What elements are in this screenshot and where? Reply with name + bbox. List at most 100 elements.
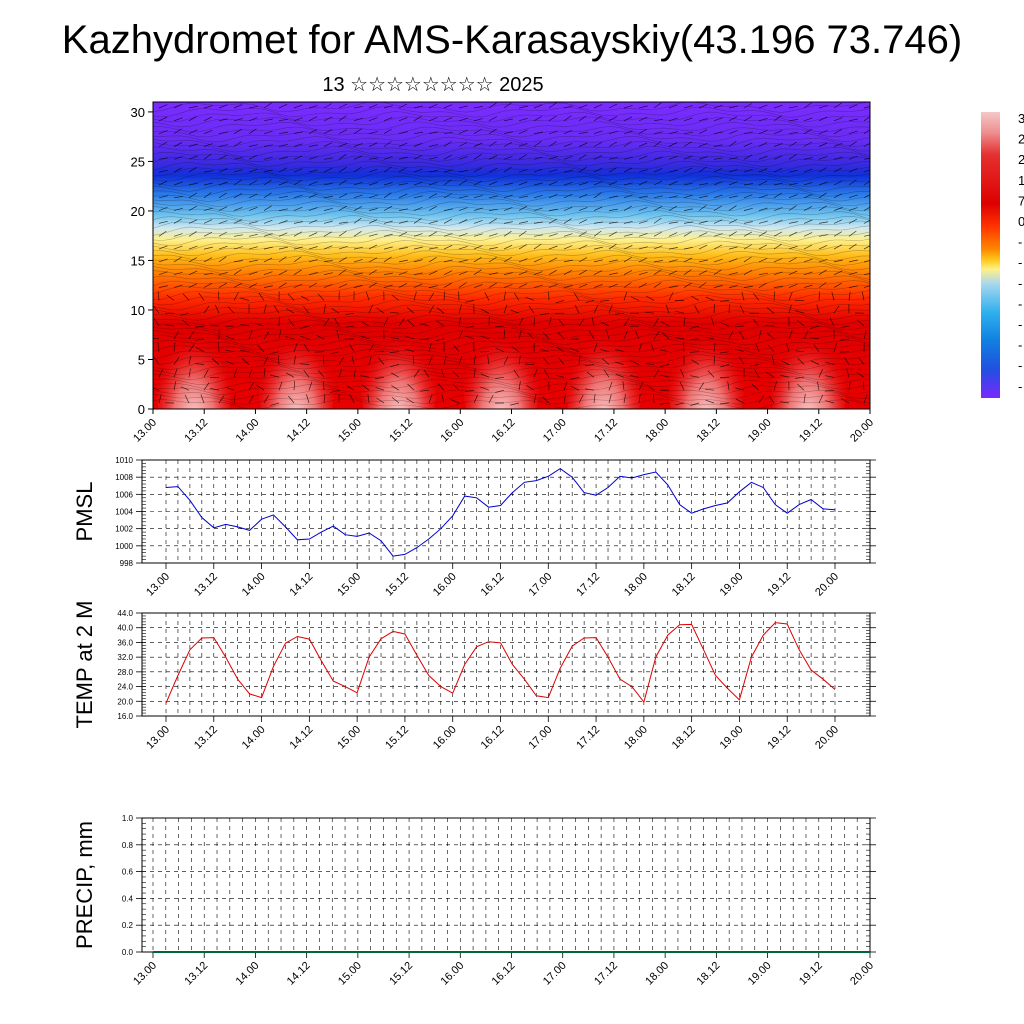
wind-vector <box>653 393 655 404</box>
wind-vector <box>413 218 422 224</box>
wind-vector <box>764 324 775 327</box>
wind-vector <box>848 168 858 173</box>
wind-vector <box>646 384 655 391</box>
wind-vector <box>173 256 182 263</box>
wind-vector <box>278 118 288 122</box>
wind-vector <box>241 358 250 365</box>
wind-vector <box>766 372 775 378</box>
wind-vector <box>803 102 812 109</box>
wind-vector <box>518 230 527 237</box>
wind-vector <box>766 307 775 314</box>
wind-vector <box>711 317 715 327</box>
wind-vector <box>158 394 162 404</box>
wind-vector <box>608 243 617 250</box>
wind-vector <box>773 285 783 288</box>
wind-vector <box>578 283 588 288</box>
wind-vector <box>203 143 213 147</box>
wind-vector <box>690 325 700 329</box>
wind-vector <box>398 131 408 135</box>
wind-vector <box>323 157 333 160</box>
wind-vector <box>679 381 685 391</box>
wind-vector <box>203 153 212 160</box>
wind-vector <box>863 180 870 186</box>
wind-vector <box>188 167 197 173</box>
wind-vector <box>173 142 183 147</box>
wind-vector <box>338 142 348 147</box>
wind-vector <box>233 234 243 237</box>
wind-vector <box>323 231 332 237</box>
wind-vector <box>428 292 435 301</box>
x-tick-label: 18.12 <box>670 571 698 599</box>
wind-vector <box>413 181 423 186</box>
wind-vector <box>443 154 453 160</box>
contour-line <box>153 373 870 385</box>
wind-vector <box>278 220 288 224</box>
wind-vector <box>713 104 723 109</box>
wind-vector <box>698 156 708 160</box>
wind-vector <box>413 272 423 276</box>
wind-vector <box>453 344 460 352</box>
wind-vector <box>608 103 618 109</box>
wind-vector <box>743 269 752 276</box>
wind-vector <box>578 207 588 211</box>
wind-vector <box>803 128 812 135</box>
wind-vector <box>773 168 783 173</box>
plot-frame <box>141 817 871 953</box>
contour-line <box>153 353 870 366</box>
wind-vector <box>322 355 325 365</box>
wind-vector <box>188 344 195 352</box>
wind-vector <box>563 245 573 250</box>
wind-vector <box>773 104 783 109</box>
wind-vector <box>248 283 258 288</box>
wind-vector <box>518 355 521 365</box>
wind-vector <box>743 183 753 186</box>
wind-vector <box>158 230 167 237</box>
wind-vector <box>428 144 438 147</box>
wind-vector <box>603 369 610 378</box>
wind-vector <box>158 258 168 263</box>
wind-vector <box>863 116 870 122</box>
wind-vector <box>203 272 213 276</box>
wind-vector <box>863 142 870 147</box>
wind-vector <box>623 291 628 301</box>
wind-vector <box>833 231 842 237</box>
wind-vector <box>758 180 768 186</box>
wind-vector <box>323 167 333 173</box>
wind-vector <box>728 285 738 288</box>
wind-vector <box>863 206 870 211</box>
wind-vector <box>728 116 738 122</box>
wind-vector <box>407 319 415 327</box>
wind-vector <box>728 272 738 276</box>
contour-line <box>153 378 870 390</box>
y-tick-label: 1010 <box>115 456 133 465</box>
wind-vector <box>218 220 228 224</box>
wind-vector <box>361 384 370 391</box>
wind-vector <box>225 335 235 340</box>
wind-vector <box>211 358 220 365</box>
wind-vector <box>315 334 325 340</box>
wind-vector <box>293 131 303 135</box>
wind-vector <box>623 256 632 263</box>
wind-vector <box>458 105 468 109</box>
wind-vector <box>863 129 870 134</box>
wind-vector <box>323 220 333 224</box>
wind-vector <box>303 305 310 314</box>
wind-vector <box>810 337 820 340</box>
wind-vector <box>263 356 269 365</box>
wind-vector <box>158 141 168 147</box>
wind-vector <box>593 394 596 404</box>
wind-vector <box>263 118 273 122</box>
wind-vector <box>698 270 708 276</box>
x-tick-label: 17.00 <box>541 417 569 445</box>
wind-vector <box>413 283 423 288</box>
wind-vector <box>593 141 603 147</box>
wind-vector <box>218 272 228 276</box>
wind-vector <box>558 318 565 327</box>
wind-vector <box>863 260 870 263</box>
wind-vector <box>494 325 505 328</box>
wind-vector <box>368 130 378 135</box>
wind-vector <box>713 117 723 122</box>
wind-vector <box>728 330 734 340</box>
wind-vector <box>563 155 573 160</box>
x-tick-label: 19.00 <box>746 960 774 988</box>
